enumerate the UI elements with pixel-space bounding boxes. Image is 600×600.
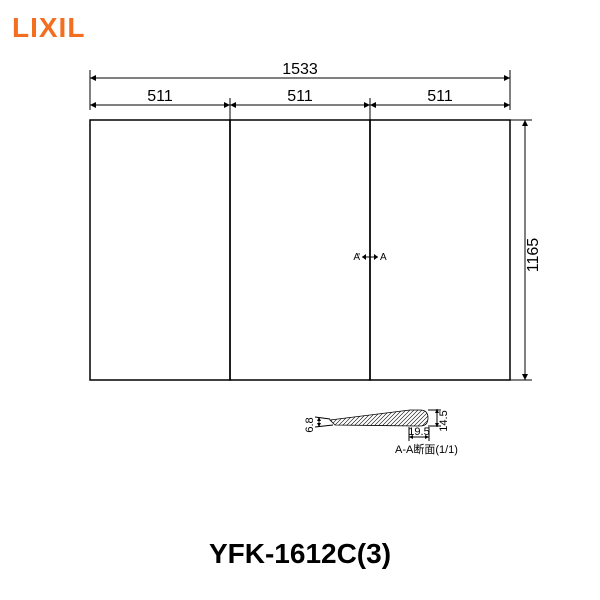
technical-drawing: 1533 511 511 511 <box>60 60 540 460</box>
section-dim-right: 14.5 <box>438 410 450 431</box>
dim-panel-3: 511 <box>427 88 453 105</box>
part-number: YFK-1612C(3) <box>209 538 391 570</box>
dim-height-value: 1165 <box>525 238 540 273</box>
section-view: 6.8 14.5 19.5 A-A断面(1/1) <box>304 409 458 456</box>
svg-text:A: A <box>380 252 387 263</box>
section-view-label: A-A断面(1/1) <box>395 442 458 456</box>
section-profile <box>330 410 428 426</box>
panel-1 <box>90 120 230 380</box>
main-panels <box>90 120 510 380</box>
svg-text:': ' <box>358 252 360 263</box>
dim-panel-widths: 511 511 511 <box>90 88 510 120</box>
dim-panel-1: 511 <box>147 88 173 105</box>
section-dim-width: 19.5 <box>408 426 429 438</box>
panel-3 <box>370 120 510 380</box>
dim-total-width-value: 1533 <box>282 61 318 78</box>
panel-2 <box>230 120 370 380</box>
dim-panel-2: 511 <box>287 88 313 105</box>
brand-logo: LIXIL <box>12 12 85 44</box>
dim-total-height: 1165 <box>510 120 540 380</box>
section-dim-left: 6.8 <box>304 417 316 432</box>
